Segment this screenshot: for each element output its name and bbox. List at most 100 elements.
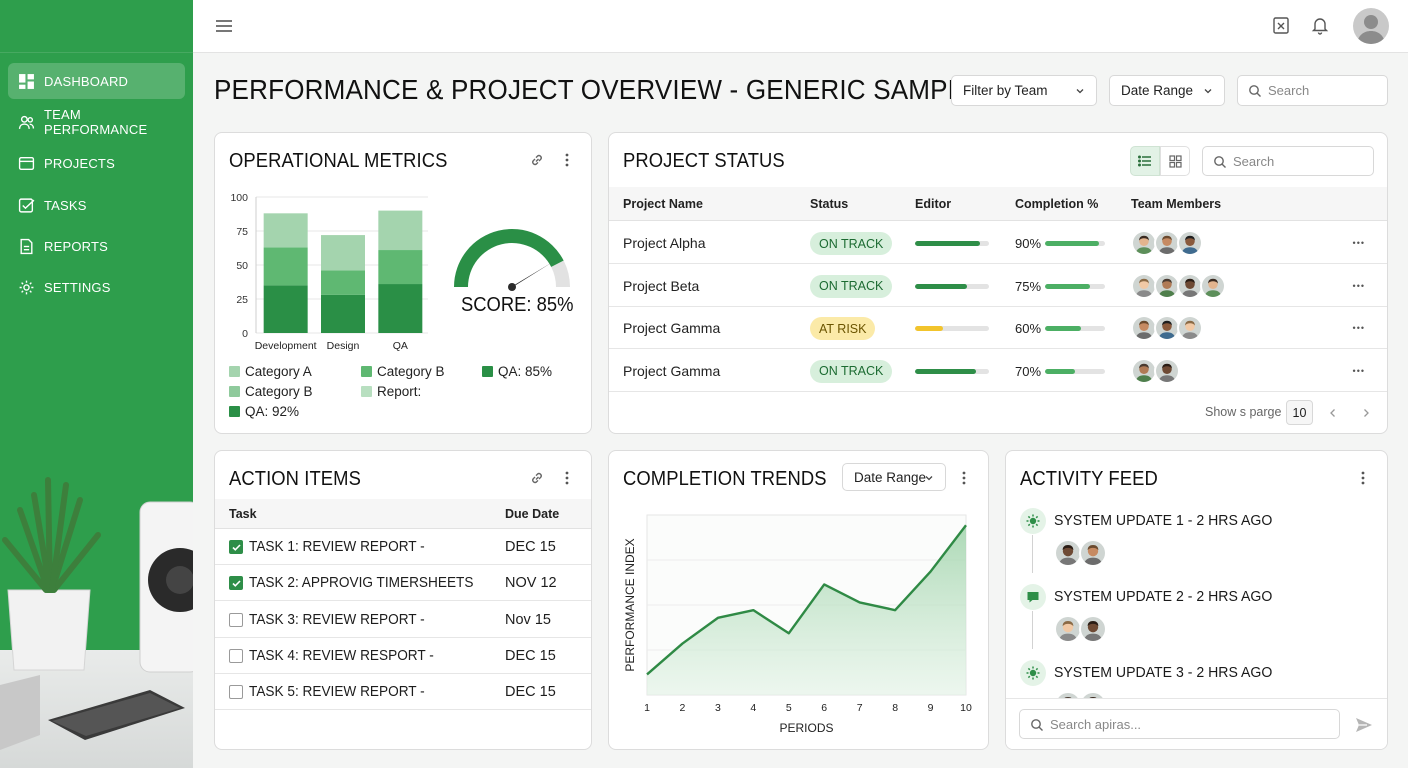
avatar[interactable] — [1177, 230, 1203, 256]
date-range-label: Date Range — [854, 469, 927, 485]
completion-percent: 60% — [1015, 321, 1042, 336]
task-label: TASK 4: REVIEW RESPORT - — [249, 647, 434, 664]
activity-text: SYSTEM UPDATE 1 - 2 HRS AGO — [1054, 512, 1273, 529]
avatar[interactable] — [1131, 230, 1157, 256]
task-row[interactable]: TASK 2: APPROVIG TIMERSHEETS NOV 12 — [215, 565, 591, 602]
project-name[interactable]: Project Gamma — [623, 362, 721, 379]
menu-icon[interactable] — [213, 15, 235, 37]
sidebar-item-label: SETTINGS — [44, 280, 111, 296]
sidebar-item-reports[interactable]: REPORTS — [8, 229, 185, 265]
table-row[interactable]: Project Beta ON TRACK 75% ••• — [609, 265, 1387, 307]
bar-segment[interactable] — [378, 250, 423, 285]
more-vertical-icon[interactable] — [956, 470, 972, 486]
avatar[interactable] — [1177, 315, 1203, 341]
task-row[interactable]: TASK 1: REVIEW REPORT - DEC 15 — [215, 529, 591, 565]
list-view-button[interactable] — [1130, 146, 1160, 176]
column-header[interactable]: Editor — [915, 197, 952, 211]
avatar[interactable] — [1079, 615, 1107, 643]
more-vertical-icon[interactable] — [1355, 470, 1371, 486]
avatar[interactable] — [1054, 615, 1082, 643]
sidebar-item-dashboard[interactable]: DASHBOARD — [8, 63, 185, 99]
date-range-select[interactable]: Date Range — [1109, 75, 1225, 106]
activity-feed-card: ACTIVITY FEED SYSTEM UPDATE 1 - 2 HRS AG… — [1005, 450, 1388, 750]
search-placeholder: Search — [1268, 83, 1310, 98]
trend-line — [646, 524, 967, 676]
progress-fill — [915, 241, 981, 246]
column-header[interactable]: Team Members — [1131, 197, 1222, 211]
column-header[interactable]: Completion % — [1015, 197, 1099, 211]
task-row[interactable]: TASK 4: REVIEW RESPORT - DEC 15 — [215, 638, 591, 674]
column-header[interactable]: Status — [810, 197, 849, 211]
sidebar-item-label: PROJECTS — [44, 156, 115, 172]
bell-icon[interactable] — [1310, 15, 1330, 35]
avatar[interactable] — [1131, 357, 1157, 384]
chevron-right-icon[interactable] — [1360, 407, 1372, 419]
desk-photo — [0, 477, 193, 768]
chevron-left-icon[interactable] — [1327, 407, 1339, 419]
sidebar-item-settings[interactable]: SETTINGS — [8, 270, 185, 306]
send-icon[interactable] — [1354, 715, 1374, 735]
bar-segment[interactable] — [378, 210, 423, 251]
avatar[interactable] — [1054, 539, 1082, 567]
bar-segment[interactable] — [263, 285, 308, 333]
bar-segment[interactable] — [321, 235, 365, 271]
more-horizontal-icon[interactable]: ••• — [1352, 323, 1365, 333]
user-avatar[interactable] — [1353, 8, 1389, 44]
table-row[interactable]: Project Gamma ON TRACK 70% ••• — [609, 350, 1387, 392]
avatar[interactable] — [1079, 539, 1107, 567]
settings-icon — [19, 281, 34, 295]
column-header[interactable]: Task — [229, 507, 257, 521]
avatar[interactable] — [1200, 272, 1226, 299]
project-name[interactable]: Project Gamma — [623, 320, 721, 336]
page-size-select[interactable]: 10 — [1286, 400, 1313, 425]
team-members — [1131, 315, 1203, 341]
task-checkbox[interactable] — [229, 648, 243, 663]
more-horizontal-icon[interactable]: ••• — [1352, 238, 1365, 248]
column-header[interactable]: Project Name — [623, 197, 703, 211]
avatar[interactable] — [1177, 272, 1203, 299]
link-icon[interactable] — [529, 152, 545, 168]
more-horizontal-icon[interactable]: ••• — [1352, 280, 1365, 291]
gauge-track — [551, 260, 570, 287]
table-row[interactable]: Project Gamma AT RISK 60% ••• — [609, 307, 1387, 349]
more-vertical-icon[interactable] — [559, 152, 575, 168]
activity-search-input[interactable]: Search apiras... — [1019, 709, 1340, 739]
project-name[interactable]: Project Alpha — [623, 235, 706, 251]
editor-progress-bar — [915, 326, 989, 331]
filter-team-select[interactable]: Filter by Team — [951, 75, 1097, 106]
more-vertical-icon[interactable] — [559, 470, 575, 486]
task-row[interactable]: TASK 5: REVIEW REPORT - DEC 15 — [215, 674, 591, 711]
link-icon[interactable] — [529, 470, 545, 486]
column-header[interactable]: Due Date — [505, 507, 560, 521]
sidebar-item-tasks[interactable]: TASKS — [8, 187, 185, 223]
search-input[interactable]: Search — [1237, 75, 1388, 106]
progress-fill — [1045, 368, 1075, 374]
table-row[interactable]: Project Alpha ON TRACK 90% ••• — [609, 222, 1387, 264]
task-checkbox[interactable] — [229, 685, 243, 700]
progress-fill — [1045, 326, 1081, 331]
task-row[interactable]: TASK 3: REVIEW REPORT - Nov 15 — [215, 602, 591, 638]
task-checkbox[interactable] — [229, 540, 243, 554]
project-name[interactable]: Project Beta — [623, 277, 700, 294]
x-tick-label: Development — [255, 340, 317, 352]
activity-search-bar: Search apiras... — [1006, 698, 1387, 749]
calendar-icon[interactable] — [1271, 15, 1291, 35]
trends-date-range-select[interactable]: Date Range — [842, 463, 946, 491]
avatar[interactable] — [1154, 357, 1180, 384]
project-search-input[interactable]: Search — [1202, 146, 1374, 176]
bar-segment[interactable] — [263, 247, 308, 286]
bar-segment[interactable] — [263, 213, 308, 248]
status-badge: ON TRACK — [810, 359, 893, 383]
bar-segment[interactable] — [321, 270, 365, 295]
more-horizontal-icon[interactable]: ••• — [1352, 365, 1365, 376]
task-checkbox[interactable] — [229, 612, 243, 627]
grid-view-button[interactable] — [1160, 146, 1190, 176]
legend-item: Category B — [229, 384, 313, 399]
avatar[interactable] — [1131, 272, 1157, 299]
bar-segment[interactable] — [321, 294, 365, 333]
sidebar-item-team-performance[interactable]: TEAM PERFORMANCE — [8, 104, 185, 140]
task-checkbox[interactable] — [229, 576, 243, 591]
bar-segment[interactable] — [378, 284, 423, 333]
y-tick-label: 100 — [230, 192, 248, 204]
sidebar-item-projects[interactable]: PROJECTS — [8, 146, 185, 182]
